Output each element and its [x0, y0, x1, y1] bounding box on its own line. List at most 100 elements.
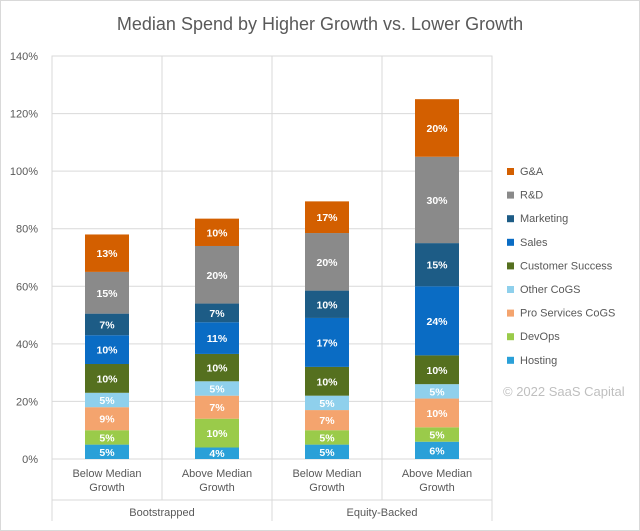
x-category-label: Below Median: [72, 468, 141, 480]
data-label: 5%: [319, 447, 335, 459]
watermark: © 2022 SaaS Capital: [503, 384, 625, 399]
bar-segment-customer-success: [195, 353, 239, 382]
x-category-label: Below Median: [292, 468, 361, 480]
data-label: 5%: [99, 395, 115, 407]
data-label: 10%: [206, 363, 228, 375]
bar-segment-sales: [195, 322, 239, 354]
data-label: 7%: [319, 415, 335, 427]
data-label: 10%: [96, 373, 118, 385]
y-tick-label: 0%: [22, 454, 38, 466]
legend-label: Pro Services CoGS: [520, 308, 615, 320]
bar-segment-pro-services-cogs: [305, 410, 349, 431]
legend-swatch: [507, 309, 514, 317]
bar-segment-sales: [85, 335, 129, 365]
x-category-label: Growth: [89, 482, 124, 494]
data-label: 4%: [209, 448, 225, 460]
data-label: 15%: [426, 260, 448, 272]
bar-segment-g-a: [305, 201, 349, 234]
data-label: 24%: [426, 316, 448, 328]
bar-segment-g-a: [195, 218, 239, 246]
legend-label: DevOps: [520, 331, 560, 343]
bar-segment-devops: [305, 430, 349, 445]
x-category-label: Growth: [199, 482, 234, 494]
legend-swatch: [507, 168, 514, 175]
legend-label: G&A: [520, 166, 544, 178]
data-label: 5%: [99, 447, 115, 459]
bar-segment-marketing: [415, 243, 459, 287]
legend-swatch: [507, 262, 514, 270]
y-tick-label: 60%: [16, 281, 38, 293]
bar-segment-customer-success: [415, 355, 459, 385]
data-label: 5%: [429, 386, 445, 398]
bar-segment-hosting: [305, 444, 349, 459]
x-category-label: Above Median: [182, 468, 252, 480]
x-group-label: Bootstrapped: [129, 507, 194, 519]
bar-segment-hosting: [415, 441, 459, 459]
y-tick-label: 120%: [10, 109, 38, 121]
legend-label: Customer Success: [520, 260, 613, 272]
legend-label: R&D: [520, 190, 543, 202]
data-label: 20%: [426, 123, 448, 135]
data-label: 5%: [319, 398, 335, 410]
bar-segment-other-cogs: [85, 392, 129, 408]
legend-swatch: [507, 356, 514, 364]
data-label: 20%: [206, 270, 228, 282]
bar-segment-r-d: [85, 271, 129, 314]
legend-label: Other CoGS: [520, 284, 581, 296]
bar-segment-other-cogs: [195, 381, 239, 396]
data-label: 6%: [429, 445, 445, 457]
x-category-label: Above Median: [402, 468, 472, 480]
data-label: 17%: [316, 337, 338, 349]
data-label: 5%: [209, 383, 225, 395]
bar-segment-customer-success: [305, 366, 349, 396]
data-label: 30%: [426, 195, 448, 207]
data-label: 11%: [207, 333, 228, 345]
data-label: 5%: [429, 430, 445, 442]
bar-segment-g-a: [415, 99, 459, 157]
legend-swatch: [507, 238, 514, 246]
y-tick-label: 140%: [10, 51, 38, 63]
data-label: 15%: [96, 288, 118, 300]
data-label: 10%: [426, 365, 448, 377]
data-label: 10%: [96, 345, 118, 357]
data-label: 5%: [319, 432, 335, 444]
bar-segment-pro-services-cogs: [195, 395, 239, 419]
bar-segment-devops: [415, 427, 459, 442]
bar-segment-other-cogs: [415, 384, 459, 399]
bar-segment-r-d: [305, 233, 349, 291]
data-label: 10%: [316, 299, 338, 311]
bar-segment-g-a: [85, 234, 129, 272]
data-label: 5%: [99, 432, 115, 444]
y-tick-label: 100%: [10, 166, 38, 178]
bar-segment-customer-success: [85, 364, 129, 393]
x-category-label: Growth: [419, 482, 454, 494]
x-group-label: Equity-Backed: [347, 507, 418, 519]
chart-title: Median Spend by Higher Growth vs. Lower …: [116, 14, 524, 34]
bar-segment-marketing: [85, 313, 129, 336]
data-label: 17%: [316, 212, 338, 224]
legend-label: Marketing: [520, 213, 568, 225]
x-category-label: Growth: [309, 482, 344, 494]
bar-segment-marketing: [305, 290, 349, 318]
data-label: 10%: [206, 227, 228, 239]
bar-segment-hosting: [195, 447, 239, 459]
legend-swatch: [507, 333, 514, 341]
legend-swatch: [507, 191, 514, 199]
bar-segment-pro-services-cogs: [415, 398, 459, 428]
bar-segment-devops: [85, 430, 129, 445]
bar-segment-hosting: [85, 444, 129, 459]
bar-segment-other-cogs: [305, 395, 349, 411]
bar-segment-r-d: [195, 245, 239, 304]
bar-segment-r-d: [415, 156, 459, 244]
legend-label: Hosting: [520, 355, 557, 367]
legend-swatch: [507, 215, 514, 223]
y-tick-label: 40%: [16, 339, 38, 351]
data-label: 9%: [99, 414, 115, 426]
data-label: 10%: [206, 428, 228, 440]
y-tick-label: 80%: [16, 224, 38, 236]
data-label: 7%: [99, 319, 115, 331]
data-label: 13%: [96, 248, 118, 260]
bar-segment-marketing: [195, 303, 239, 323]
data-label: 7%: [209, 308, 225, 320]
